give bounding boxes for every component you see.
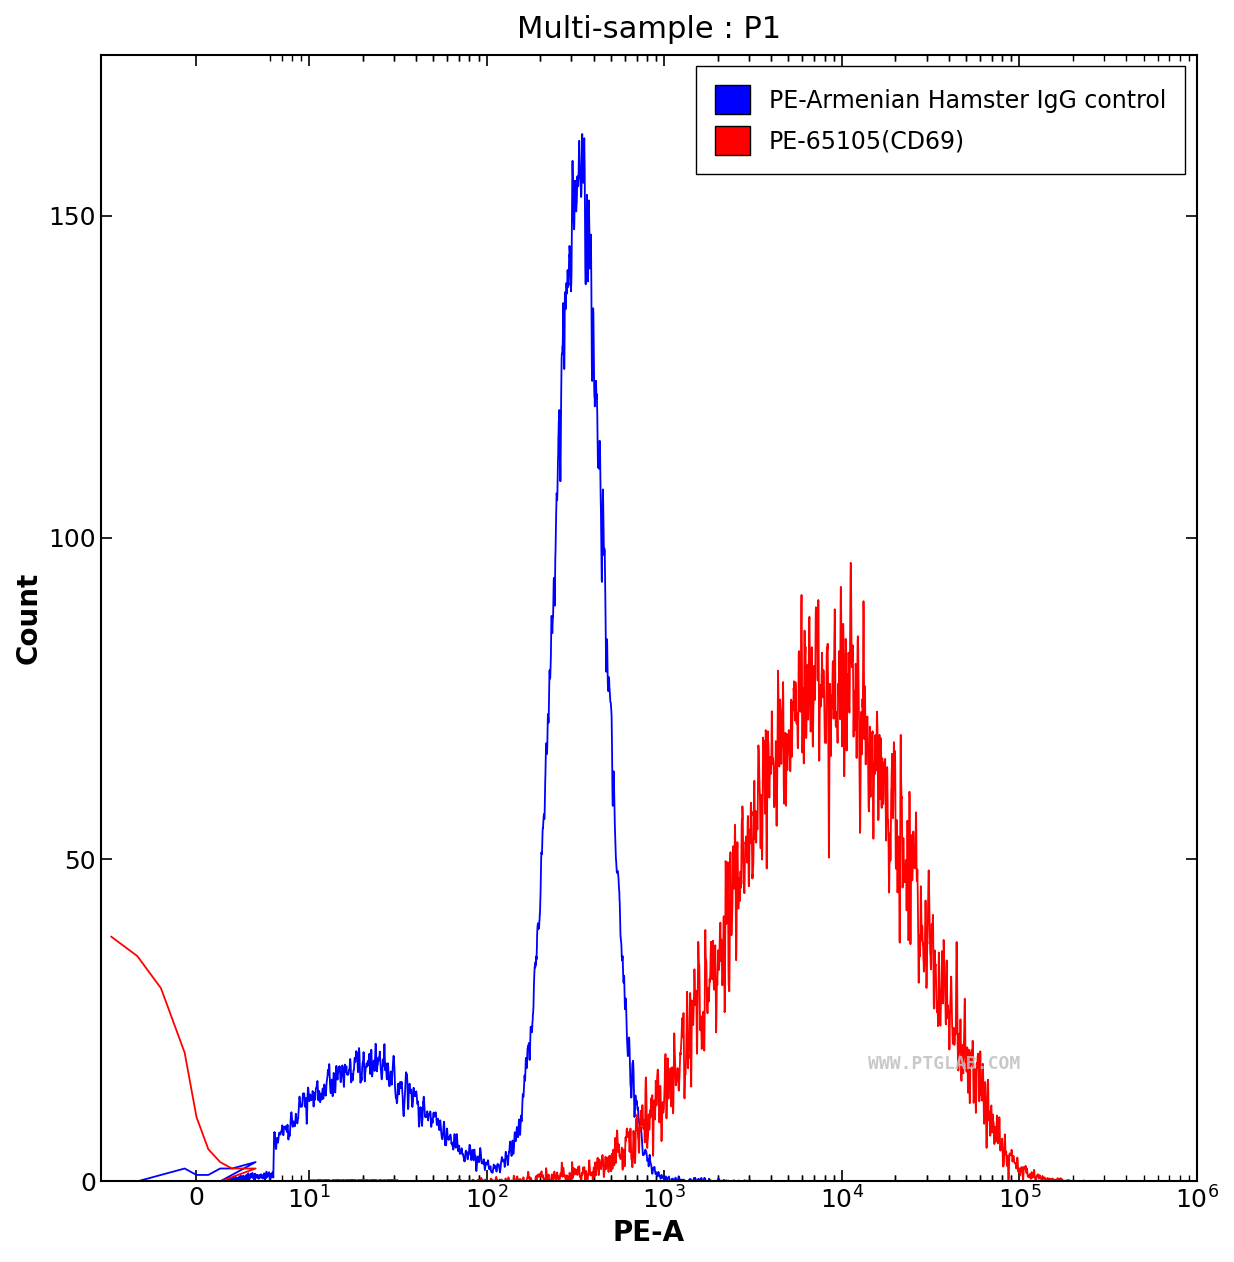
PE-Armenian Hamster IgG control	[104, 1174, 118, 1189]
Y-axis label: Count: Count	[15, 572, 43, 664]
PE-65105(CD69)	[575, 1162, 590, 1177]
PE-Armenian Hamster IgG control	[1062, 1174, 1077, 1189]
PE-65105(CD69)	[1079, 1174, 1093, 1189]
PE-Armenian Hamster IgG control	[1190, 1174, 1204, 1189]
PE-65105(CD69)	[1041, 1172, 1056, 1188]
Legend: PE-Armenian Hamster IgG control, PE-65105(CD69): PE-Armenian Hamster IgG control, PE-6510…	[696, 67, 1185, 174]
PE-65105(CD69)	[698, 923, 713, 938]
PE-Armenian Hamster IgG control	[698, 1172, 713, 1188]
X-axis label: PE-A: PE-A	[613, 1219, 685, 1247]
Title: Multi-sample : P1: Multi-sample : P1	[517, 15, 781, 44]
PE-65105(CD69)	[212, 1174, 227, 1189]
PE-65105(CD69)	[1064, 1174, 1079, 1189]
Text: WWW.PTGLAB.COM: WWW.PTGLAB.COM	[869, 1055, 1021, 1073]
Line: PE-Armenian Hamster IgG control: PE-Armenian Hamster IgG control	[111, 134, 1197, 1181]
PE-Armenian Hamster IgG control	[575, 126, 590, 141]
Line: PE-65105(CD69): PE-65105(CD69)	[111, 563, 1197, 1181]
PE-Armenian Hamster IgG control	[769, 1174, 784, 1189]
PE-65105(CD69)	[769, 751, 784, 766]
PE-Armenian Hamster IgG control	[1040, 1174, 1055, 1189]
PE-Armenian Hamster IgG control	[575, 173, 590, 188]
PE-65105(CD69)	[1190, 1174, 1204, 1189]
PE-65105(CD69)	[843, 555, 858, 570]
PE-65105(CD69)	[104, 929, 118, 944]
PE-Armenian Hamster IgG control	[1079, 1174, 1093, 1189]
